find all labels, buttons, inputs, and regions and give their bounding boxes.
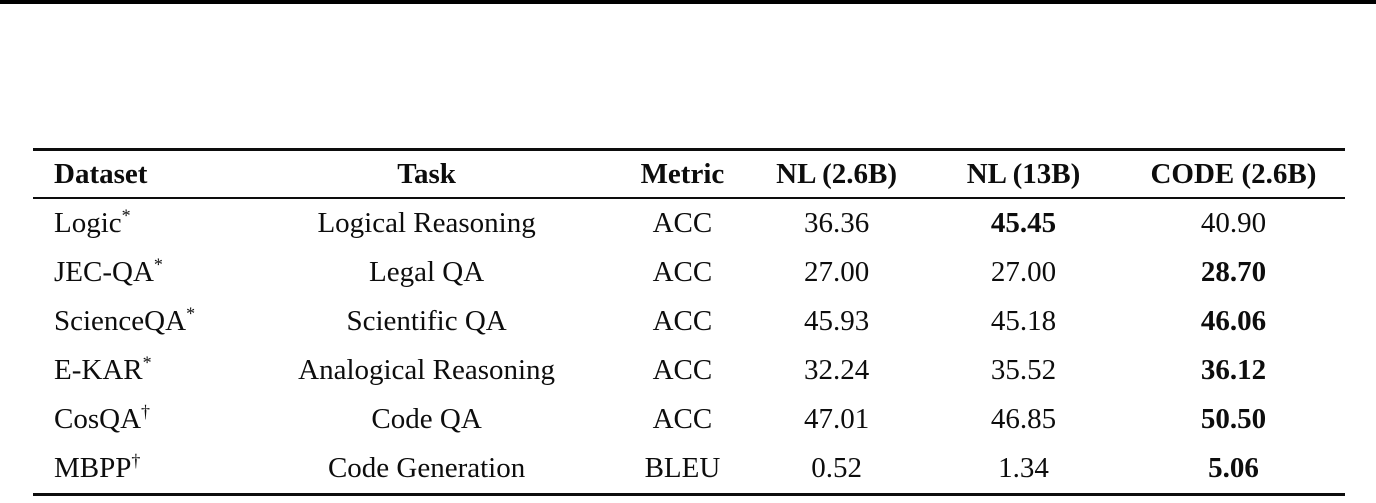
header-code-2-6b: CODE (2.6B) xyxy=(1121,149,1345,199)
dataset-name: Logic xyxy=(54,207,122,239)
cell-dataset: E-KAR* xyxy=(33,346,236,395)
dataset-name: CosQA xyxy=(54,403,142,435)
dataset-name: MBPP xyxy=(54,452,132,484)
header-metric: Metric xyxy=(616,149,749,199)
cell-nl-13b: 1.34 xyxy=(998,452,1049,484)
table-row: Logic* Logical Reasoning ACC 36.36 45.45… xyxy=(33,198,1345,248)
dataset-marker: * xyxy=(142,352,152,373)
cell-nl-13b: 45.45 xyxy=(990,207,1057,239)
cell-dataset: Logic* xyxy=(33,198,236,248)
cell-task: Scientific QA xyxy=(346,305,507,337)
cell-nl-13b: 45.18 xyxy=(990,305,1057,337)
dataset-marker: * xyxy=(186,303,196,324)
dataset-marker: * xyxy=(121,205,131,226)
cell-metric: ACC xyxy=(652,403,713,435)
cell-code-2-6b: 40.90 xyxy=(1200,207,1267,239)
cell-task: Code Generation xyxy=(327,452,526,484)
cell-code-2-6b: 5.06 xyxy=(1208,452,1259,484)
cell-nl-2-6b: 36.36 xyxy=(803,207,870,239)
cell-code-2-6b: 50.50 xyxy=(1200,403,1267,435)
dataset-marker: † xyxy=(141,401,150,422)
header-nl-13b: NL (13B) xyxy=(925,149,1122,199)
cell-nl-2-6b: 45.93 xyxy=(803,305,870,337)
table-row: MBPP† Code Generation BLEU 0.52 1.34 5.0… xyxy=(33,444,1345,495)
dataset-marker: † xyxy=(131,450,141,471)
cell-nl-2-6b: 32.24 xyxy=(803,354,870,386)
cell-nl-13b: 27.00 xyxy=(990,256,1057,288)
cell-metric: ACC xyxy=(652,354,713,386)
cell-nl-13b: 46.85 xyxy=(990,403,1057,435)
table-row: ScienceQA* Scientific QA ACC 45.93 45.18… xyxy=(33,297,1345,346)
cell-task: Analogical Reasoning xyxy=(298,354,556,386)
cell-metric: ACC xyxy=(652,207,713,239)
header-dataset: Dataset xyxy=(33,149,237,199)
cell-nl-2-6b: 47.01 xyxy=(803,403,870,435)
dataset-name: JEC-QA xyxy=(54,256,154,288)
cell-metric: ACC xyxy=(652,256,713,288)
results-table: Dataset Task Metric NL (2.6B) NL (13B) C… xyxy=(33,148,1345,496)
cell-task: Logical Reasoning xyxy=(317,207,536,239)
cell-nl-2-6b: 0.52 xyxy=(811,452,862,484)
header-nl-2-6b: NL (2.6B) xyxy=(748,149,926,199)
cell-dataset: MBPP† xyxy=(33,444,236,495)
header-task: Task xyxy=(236,149,617,199)
table-row: E-KAR* Analogical Reasoning ACC 32.24 35… xyxy=(33,346,1345,395)
cell-metric: ACC xyxy=(652,305,713,337)
cell-task: Legal QA xyxy=(369,256,485,288)
dataset-marker: * xyxy=(153,254,163,275)
dataset-name: ScienceQA xyxy=(54,305,187,337)
cell-code-2-6b: 46.06 xyxy=(1200,305,1267,337)
cell-metric: BLEU xyxy=(644,452,721,484)
table-row: CosQA† Code QA ACC 47.01 46.85 50.50 xyxy=(33,395,1345,444)
cell-code-2-6b: 36.12 xyxy=(1200,354,1267,386)
cell-code-2-6b: 28.70 xyxy=(1200,256,1267,288)
header-row: Dataset Task Metric NL (2.6B) NL (13B) C… xyxy=(33,149,1345,199)
cell-dataset: ScienceQA* xyxy=(33,297,236,346)
dataset-name: E-KAR xyxy=(54,354,143,386)
cell-task: Code QA xyxy=(371,403,482,435)
cell-nl-2-6b: 27.00 xyxy=(803,256,870,288)
cell-dataset: JEC-QA* xyxy=(33,248,236,297)
cell-nl-13b: 35.52 xyxy=(990,354,1057,386)
cell-dataset: CosQA† xyxy=(33,395,236,444)
table-row: JEC-QA* Legal QA ACC 27.00 27.00 28.70 xyxy=(33,248,1345,297)
page-top-divider xyxy=(0,0,1376,4)
